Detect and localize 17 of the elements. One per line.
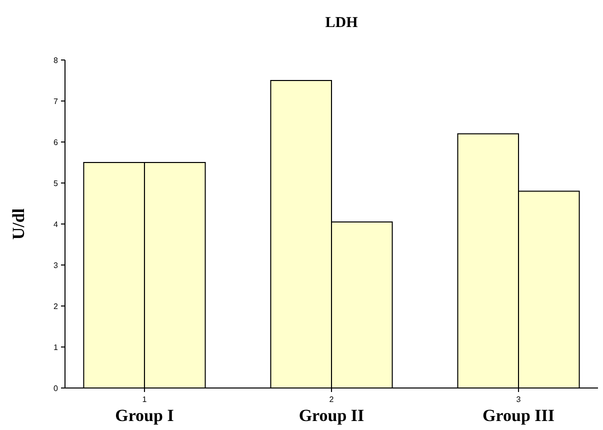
x-tick-label: 2 bbox=[329, 395, 334, 404]
y-tick-label: 4 bbox=[54, 220, 59, 229]
text: Group III bbox=[482, 406, 555, 425]
y-tick-label: 8 bbox=[54, 56, 59, 65]
text: Group I bbox=[115, 406, 174, 425]
x-tick-label: 3 bbox=[516, 395, 522, 404]
y-tick-label: 6 bbox=[54, 138, 59, 147]
text: Group II bbox=[298, 406, 365, 425]
y-tick-label: 2 bbox=[54, 302, 59, 311]
y-axis-title: U/dl bbox=[9, 208, 28, 240]
y-tick-label: 1 bbox=[54, 342, 59, 352]
chart-title: LDH bbox=[325, 15, 358, 31]
y-tick-label: 7 bbox=[54, 96, 59, 106]
x-tick-label: 1 bbox=[142, 395, 148, 404]
y-tick-label: 3 bbox=[54, 260, 59, 270]
y-tick-label: 0 bbox=[54, 384, 59, 393]
y-tick-label: 5 bbox=[54, 178, 59, 188]
